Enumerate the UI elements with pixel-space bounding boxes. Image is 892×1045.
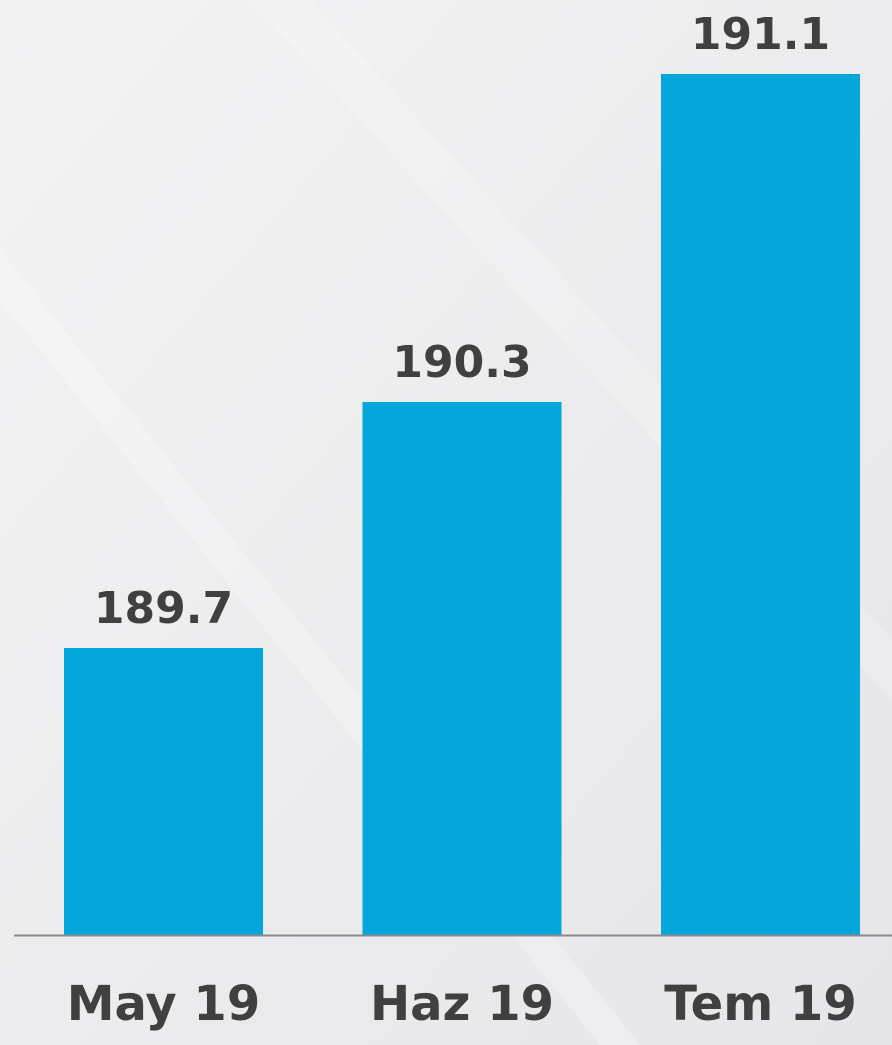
x-tick-label: Tem 19 (664, 976, 856, 1032)
bar (64, 648, 263, 935)
bar (661, 74, 860, 935)
value-label: 190.3 (392, 337, 531, 388)
x-tick-label: Haz 19 (370, 976, 554, 1032)
value-label: 191.1 (691, 9, 830, 60)
value-label: 189.7 (94, 583, 233, 634)
bar (362, 402, 562, 935)
x-tick-label: May 19 (67, 976, 260, 1032)
